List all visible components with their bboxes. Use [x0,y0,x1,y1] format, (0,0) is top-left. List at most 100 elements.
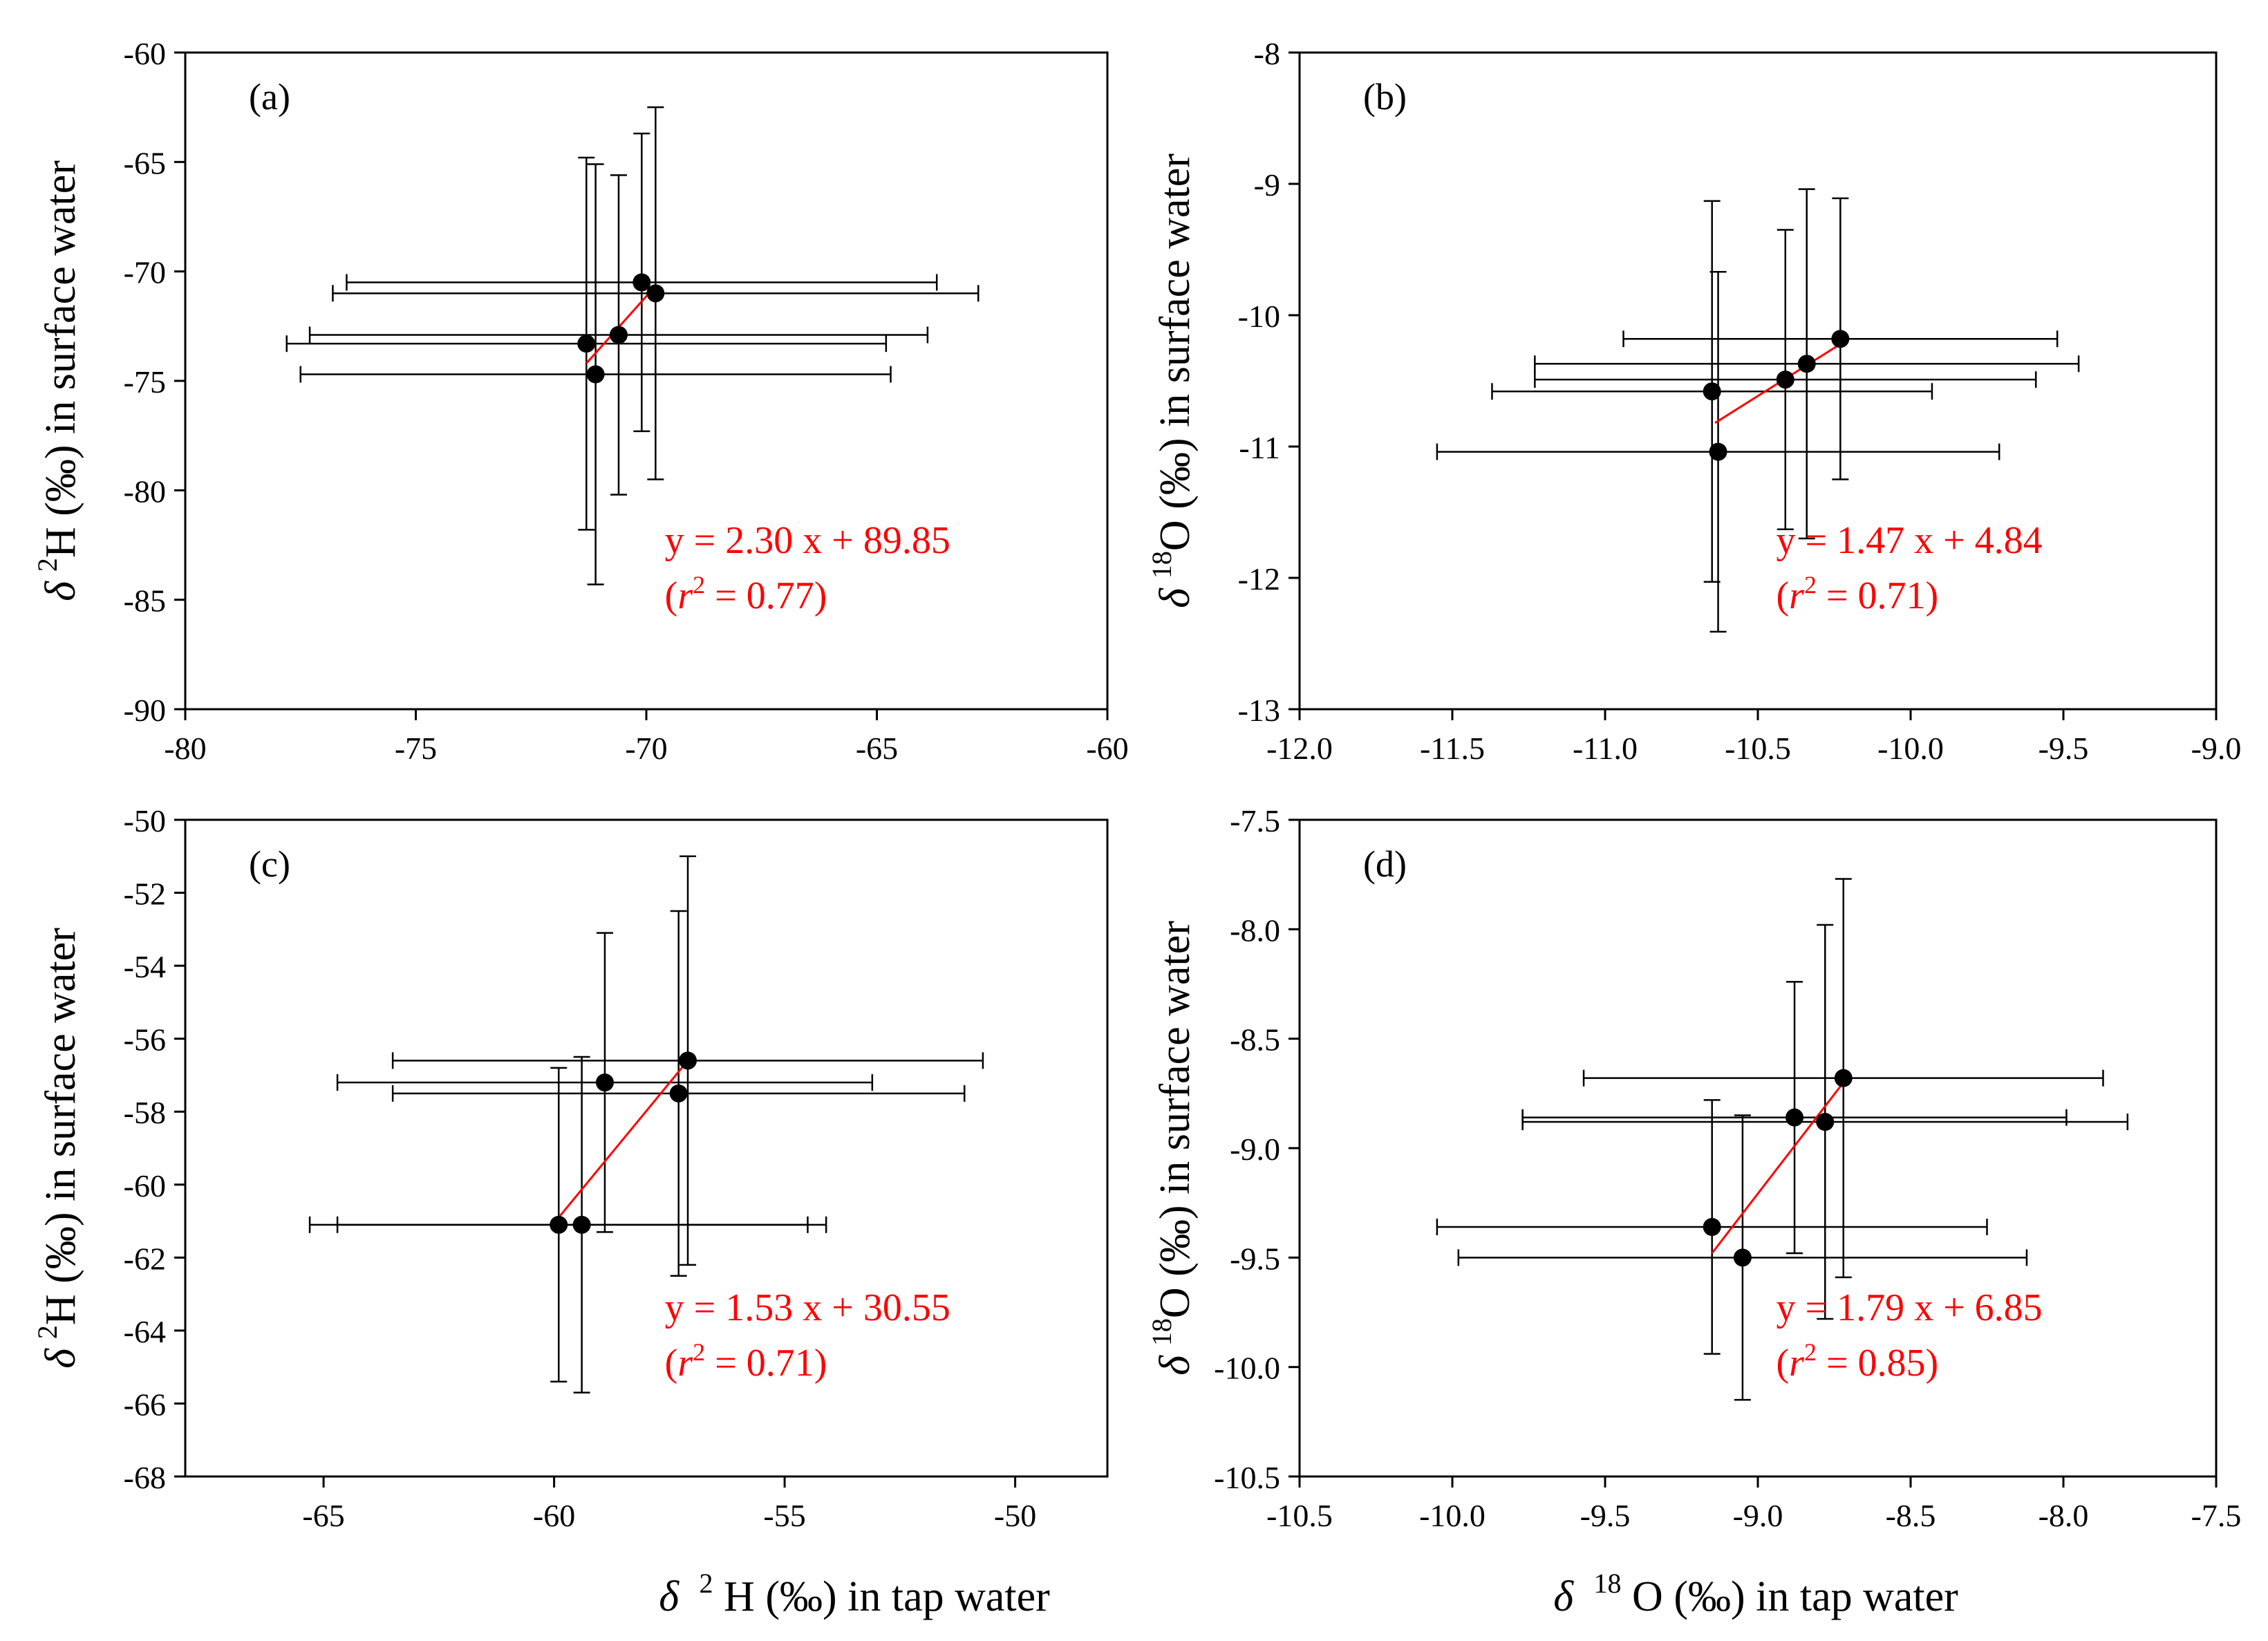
y-tick-label: -90 [124,693,166,728]
panel-c: -68 -66 -64 -62 -60 -58 -56 -54 -52 -50 -65 -60 -55 -… [32,803,1109,1533]
regression-line [1711,1082,1844,1254]
x-tick-label: -9.0 [1733,1498,1783,1533]
r-squared-value: = 0.71) [705,1342,827,1385]
x-tick-label: -80 [164,731,206,766]
y-tick-label: -9.5 [1230,1241,1280,1276]
regression-line [558,1060,689,1219]
y-tick-label: -85 [124,583,166,619]
x-tick-label: -10.5 [1266,1498,1333,1533]
x-tick-label: -50 [994,1498,1036,1533]
data-point [1709,442,1727,461]
r-squared: (r2 = 0.71) [1777,571,1939,617]
data-point [586,365,605,384]
r-squared: (r2 = 0.85) [1777,1338,1939,1385]
x-tick-label: -8.5 [1886,1498,1936,1533]
data-point [595,1073,614,1091]
y-tick-label: -11 [1239,430,1280,465]
data-point [646,284,665,303]
r-squared-open: ( [665,574,678,617]
regression-equation: y = 2.30 x + 89.85 [665,519,950,562]
panel-letter: (a) [249,76,290,118]
data-point [1834,1069,1853,1087]
y-tick-label: -58 [124,1095,166,1130]
y-axis-label-sup: 18 [1146,551,1177,579]
x-tick-label: -10.0 [1419,1498,1486,1533]
y-axis-label-text: H (‰) in surface water [37,160,84,558]
r-squared-var: r [1789,574,1804,617]
y-tick-label: -10.5 [1214,1460,1280,1495]
y-axis-label-delta: δ [1152,1355,1199,1376]
y-axis-label: δ 18O (‰) in surface water [1146,921,1199,1376]
y-axis-label-text: O (‰) in surface water [1152,921,1199,1318]
y-tick-label: -10.0 [1214,1351,1280,1386]
panel-letter: (d) [1363,843,1407,885]
r-squared-sup: 2 [693,1338,705,1366]
data-point [1776,371,1794,389]
y-axis-label-text: H (‰) in surface water [37,928,84,1325]
y-tick-label: -7.5 [1230,803,1280,838]
r-squared-open: ( [1777,574,1790,617]
y-axis-label: δ 2H (‰) in surface water [32,160,84,601]
y-axis-label-delta: δ [37,1348,84,1369]
x-tick-label: -60 [1086,731,1128,766]
y-axis-label-sup: 2 [32,1325,63,1339]
x-tick-label: -10.5 [1725,731,1791,766]
x-tick-label: -11.5 [1420,731,1485,766]
x-tick-label: -7.5 [2191,1498,2242,1533]
x-tick-label: -9.5 [2039,731,2089,766]
y-tick-label: -10 [1238,299,1280,334]
x-tick-label: -65 [302,1498,344,1533]
plot-frame [184,818,1109,1478]
data-point [609,326,628,344]
y-axis-label: δ 2H (‰) in surface water [32,928,84,1369]
y-axis-label-delta: δ [1152,588,1199,608]
y-tick-label: -65 [124,145,166,180]
x-tick-label: -70 [625,731,667,766]
y-tick-label: -12 [1238,561,1280,597]
y-tick-label: -60 [124,1168,166,1203]
y-tick-label: -80 [124,473,166,509]
data-point [669,1084,688,1103]
y-tick-label: -50 [124,803,166,838]
x-tick-label: -9.0 [2191,731,2242,766]
data-point [1797,355,1816,373]
data-point [1703,1218,1721,1236]
x-tick-label: -60 [533,1498,575,1533]
r-squared-value: = 0.85) [1817,1342,1938,1385]
y-tick-label: -64 [124,1314,166,1349]
r-squared-value: = 0.77) [705,574,827,617]
y-axis-label: δ 18O (‰) in surface water [1146,153,1199,608]
r-squared-value: = 0.71) [1817,574,1938,617]
r-squared-open: ( [1777,1342,1790,1385]
panel-letter: (c) [249,843,290,885]
y-tick-label: -9.0 [1230,1132,1280,1167]
data-point [577,335,596,353]
x-tick-label: -75 [395,731,437,766]
y-tick-label: -68 [124,1460,166,1495]
r-squared-sup: 2 [1804,1338,1817,1366]
y-tick-label: -66 [124,1387,166,1422]
y-tick-label: -9 [1254,167,1280,203]
y-tick-label: -8.0 [1230,912,1280,948]
y-tick-label: -54 [124,949,166,984]
y-axis-label-sup: 2 [32,558,63,572]
y-tick-label: -62 [124,1241,166,1276]
regression-equation: y = 1.79 x + 6.85 [1777,1286,2043,1329]
r-squared-var: r [1789,1342,1804,1385]
data-point [550,1215,568,1234]
x-tick-label: -9.5 [1580,1498,1631,1533]
panel-letter: (b) [1363,76,1407,118]
y-tick-label: -8.5 [1230,1022,1280,1058]
data-point [1831,330,1850,348]
x-tick-label: -12.0 [1266,731,1333,766]
data-point [632,273,651,292]
data-point [572,1215,591,1234]
data-point [1733,1248,1752,1267]
y-tick-label: -13 [1238,693,1280,728]
panel-a: -90-85-80-75-70-65-60-80 -75 -70 -65 -60δ2H … [32,36,1129,766]
regression-equation: y = 1.47 x + 4.84 [1777,519,2043,562]
y-tick-label: -60 [124,36,166,71]
panel-d: -10.5 -10.0 -9.5 -9.0 -8.5 -8.0 -7.5 -10.5 -10.0… [1146,803,2241,1533]
x-axis-caption-hydrogen: δ 2 H (‰) in tap water [659,1555,1050,1620]
